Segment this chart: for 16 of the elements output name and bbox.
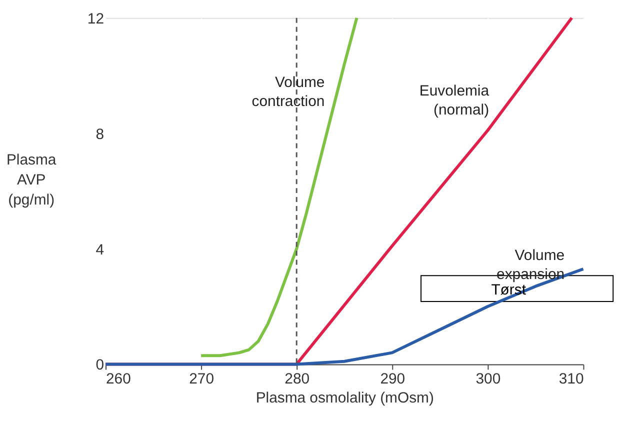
y-tick-label: 4 xyxy=(96,241,104,258)
x-tick-label: 300 xyxy=(476,370,501,388)
y-tick-label: 12 xyxy=(87,10,104,28)
annotation: Volume contraction xyxy=(252,74,325,110)
y-axis-title: Plasma AVP (pg/ml) xyxy=(6,152,57,209)
y-tick-label: 0 xyxy=(96,356,104,374)
annotation: Tørst xyxy=(491,282,527,299)
x-tick-label: 290 xyxy=(380,370,406,388)
x-tick-label: 270 xyxy=(189,370,214,388)
x-tick-label: 310 xyxy=(558,370,584,388)
x-axis-title: Plasma osmolality (mOsm) xyxy=(256,390,434,407)
x-tick-label: 280 xyxy=(284,370,310,388)
x-tick-label: 260 xyxy=(106,370,131,388)
y-tick-label: 8 xyxy=(96,126,104,143)
annotation: Euvolemia (normal) xyxy=(419,82,490,118)
line-series xyxy=(200,16,358,358)
